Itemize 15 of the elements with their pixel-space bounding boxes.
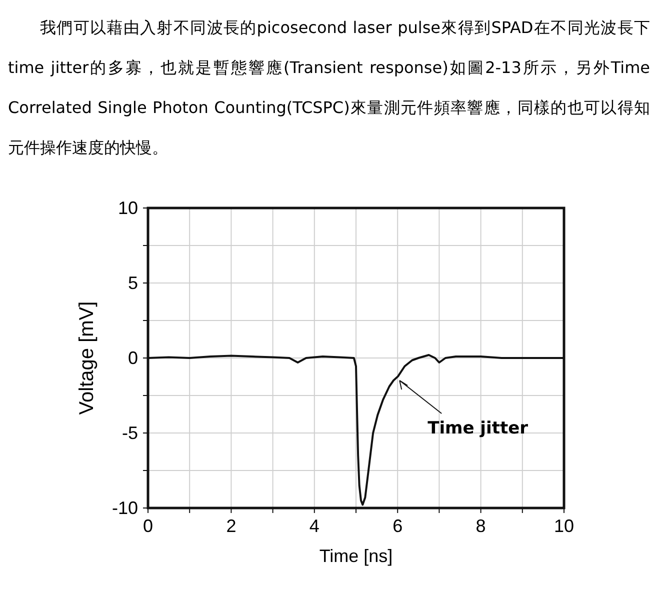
annotation: Time jitter [428, 418, 529, 438]
x-tick-label: 0 [142, 516, 154, 536]
x-tick-label: 10 [554, 516, 574, 536]
x-tick-label: 2 [226, 516, 236, 536]
y-tick-label: 10 [118, 198, 138, 218]
text: 我們可以藉由入射不同波長的picosecond laser pulse來得到SPAD在不同光波長下time jitter的多寡，也就是暫態響應(Transient response)如圖2-13所示，另外Time Correlated Single Photon Counting(TCSPC)來量測元件頻率響應，同樣的也可以得知元件操作速度的快慢。 [8, 18, 650, 157]
x-tick-label: 6 [392, 516, 403, 536]
y-tick-label: -10 [112, 498, 138, 518]
x-tick-label: 4 [309, 516, 320, 536]
y-tick-label: -5 [122, 423, 138, 443]
x-axis-title: Time [ns] [319, 546, 393, 566]
x-tick-label: 8 [476, 516, 486, 536]
y-axis-title: Voltage [mV] [76, 301, 98, 415]
y-tick-label: 0 [128, 348, 138, 368]
y-tick-label: 5 [128, 273, 138, 293]
